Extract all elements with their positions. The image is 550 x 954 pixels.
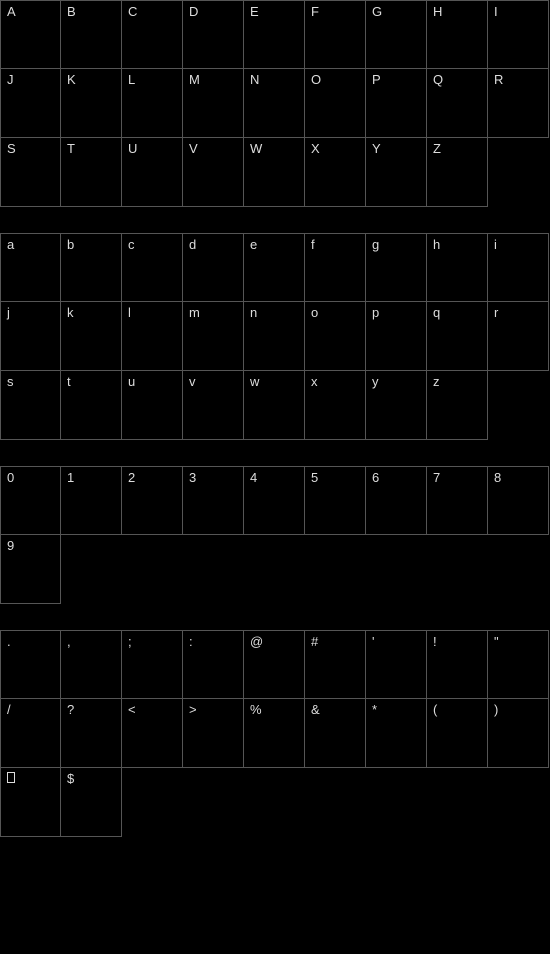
glyph-cell: v [183,371,244,440]
glyph-cell: w [244,371,305,440]
glyph-cell: u [122,371,183,440]
glyph-cell: " [488,630,549,699]
glyph-cell: > [183,699,244,768]
character-map: A B C D E F G H I J K L M N O P Q R S T … [0,0,550,954]
glyph-cell: Y [366,138,427,207]
glyph-cell: D [183,0,244,69]
glyph-cell: S [0,138,61,207]
glyph-cell: 4 [244,466,305,535]
glyph-cell: G [366,0,427,69]
glyph-cell: 6 [366,466,427,535]
glyph-cell: 9 [0,535,61,604]
glyph-cell: I [488,0,549,69]
glyph-cell: g [366,233,427,302]
glyph-cell: x [305,371,366,440]
glyph-cell: 1 [61,466,122,535]
glyph-cell: L [122,69,183,138]
glyph-cell: % [244,699,305,768]
glyph-cell: p [366,302,427,371]
glyph-cell: n [244,302,305,371]
glyph-cell: 8 [488,466,549,535]
glyph-cell: 7 [427,466,488,535]
glyph-cell: A [0,0,61,69]
glyph-cell: 5 [305,466,366,535]
glyph-cell: ; [122,630,183,699]
glyph-cell: # [305,630,366,699]
glyph-cell: E [244,0,305,69]
glyph-cell: B [61,0,122,69]
glyph-cell: k [61,302,122,371]
glyph-cell: / [0,699,61,768]
glyph-cell: s [0,371,61,440]
glyph-cell: r [488,302,549,371]
glyph-cell: 2 [122,466,183,535]
glyph-cell: d [183,233,244,302]
lowercase-section: a b c d e f g h i j k l m n o p q r s t … [0,233,549,440]
glyph-cell: T [61,138,122,207]
glyph-cell: : [183,630,244,699]
glyph-cell: K [61,69,122,138]
glyph-cell: ( [427,699,488,768]
glyph-cell: . [0,630,61,699]
glyph-cell: U [122,138,183,207]
glyph-cell: o [305,302,366,371]
glyph-cell: O [305,69,366,138]
glyph-cell: & [305,699,366,768]
glyph-cell: h [427,233,488,302]
glyph-cell: W [244,138,305,207]
glyph-cell: f [305,233,366,302]
glyph-cell: R [488,69,549,138]
glyph-cell: y [366,371,427,440]
glyph-cell: ' [366,630,427,699]
glyph-cell: l [122,302,183,371]
glyph-cell: Q [427,69,488,138]
glyph-cell-missing [0,768,61,837]
glyph-cell: M [183,69,244,138]
glyph-cell: * [366,699,427,768]
glyph-cell: $ [61,768,122,837]
glyph-cell: i [488,233,549,302]
missing-glyph-icon [7,772,15,783]
glyph-cell: ) [488,699,549,768]
glyph-cell: ? [61,699,122,768]
glyph-cell: z [427,371,488,440]
glyph-cell: b [61,233,122,302]
glyph-cell: t [61,371,122,440]
glyph-cell: j [0,302,61,371]
glyph-cell: c [122,233,183,302]
glyph-cell: 3 [183,466,244,535]
glyph-cell: C [122,0,183,69]
glyph-cell: P [366,69,427,138]
glyph-cell: X [305,138,366,207]
glyph-cell: J [0,69,61,138]
symbols-section: . , ; : @ # ' ! " / ? < > % & * ( ) $ [0,630,549,837]
digits-section: 0 1 2 3 4 5 6 7 8 9 [0,466,549,604]
glyph-cell: F [305,0,366,69]
glyph-cell: N [244,69,305,138]
glyph-cell: , [61,630,122,699]
glyph-cell: V [183,138,244,207]
glyph-cell: Z [427,138,488,207]
glyph-cell: 0 [0,466,61,535]
glyph-cell: H [427,0,488,69]
glyph-cell: < [122,699,183,768]
glyph-cell: q [427,302,488,371]
uppercase-section: A B C D E F G H I J K L M N O P Q R S T … [0,0,549,207]
glyph-cell: e [244,233,305,302]
glyph-cell: @ [244,630,305,699]
glyph-cell: m [183,302,244,371]
glyph-cell: ! [427,630,488,699]
glyph-cell: a [0,233,61,302]
